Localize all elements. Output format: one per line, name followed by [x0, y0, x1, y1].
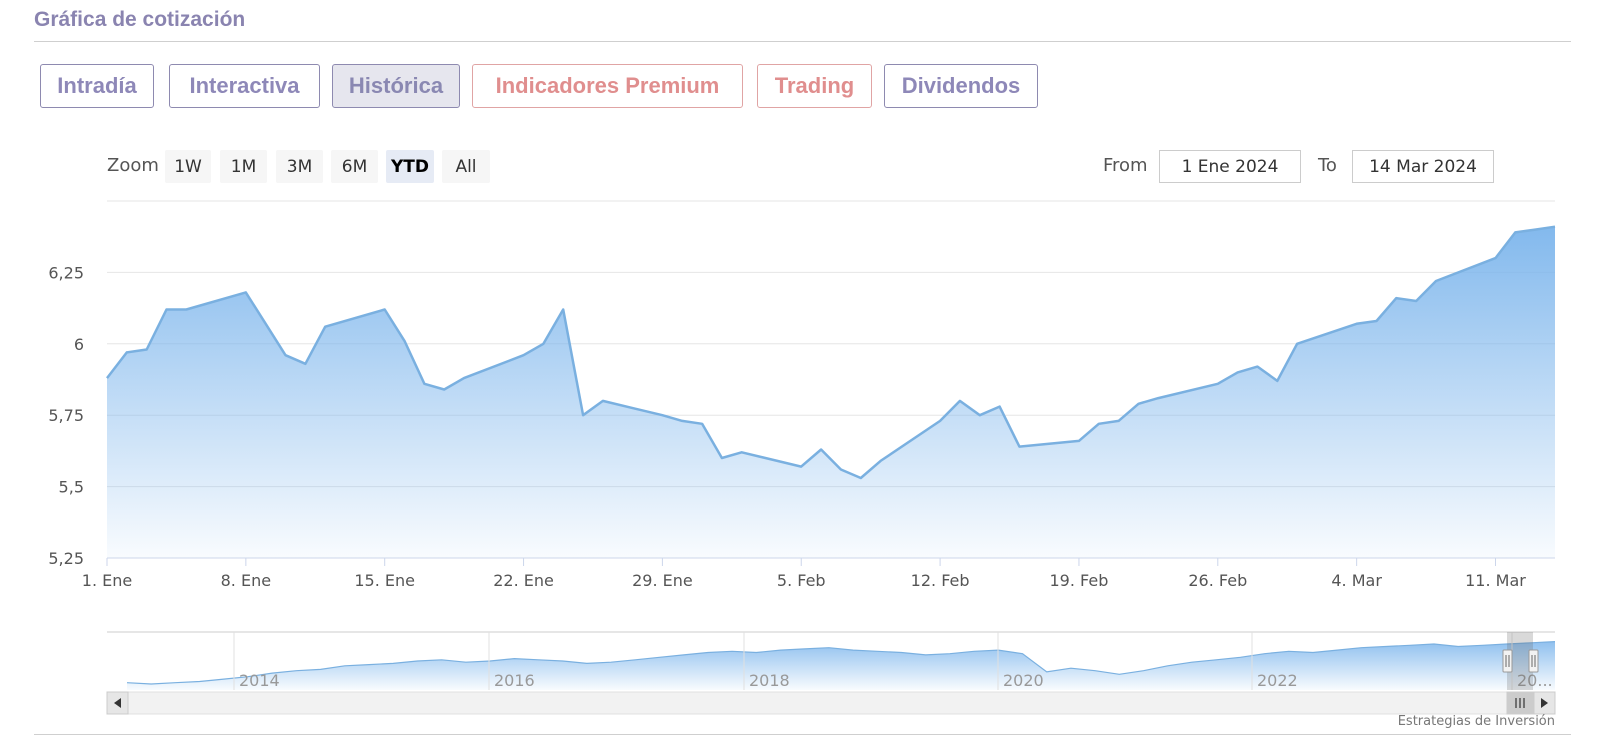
y-tick-label: 6: [74, 335, 84, 354]
page-title: Gráfica de cotización: [34, 8, 246, 31]
navigator-handle-left[interactable]: [1502, 649, 1513, 673]
navigator-area: [127, 641, 1555, 690]
x-tick-label: 11. Mar: [1465, 571, 1526, 590]
navigator-handle-right[interactable]: [1528, 649, 1539, 673]
x-tick-label: 22. Ene: [493, 571, 554, 590]
navigator-tick-label: 2022: [1257, 671, 1298, 690]
chart-credit[interactable]: Estrategias de Inversión: [1397, 714, 1555, 729]
x-tick-label: 29. Ene: [632, 571, 693, 590]
zoom-1w-button[interactable]: 1W: [165, 150, 211, 183]
x-tick-label: 5. Feb: [777, 571, 826, 590]
scrollbar-track[interactable]: [106, 691, 1556, 715]
range-to-label: To: [1318, 155, 1337, 176]
navigator-tick-label: 2016: [494, 671, 535, 690]
navigator: 2014 2016 2018 2020 2022 20...: [106, 631, 1556, 715]
navigator-tick-label: 2014: [239, 671, 280, 690]
y-axis: 5,25 5,5 5,75 6 6,25: [48, 263, 1555, 568]
bottom-divider: [34, 734, 1571, 735]
zoom-all-button[interactable]: All: [442, 150, 490, 183]
triangle-left-icon: [114, 698, 121, 708]
range-to-input[interactable]: 14 Mar 2024: [1352, 150, 1494, 183]
y-tick-label: 5,25: [48, 549, 84, 568]
x-tick-label: 4. Mar: [1331, 571, 1382, 590]
y-tick-label: 5,5: [59, 478, 84, 497]
zoom-3m-button[interactable]: 3M: [276, 150, 323, 183]
zoom-1m-button[interactable]: 1M: [220, 150, 267, 183]
tab-interactiva[interactable]: Interactiva: [169, 64, 320, 108]
x-tick-label: 1. Ene: [82, 571, 132, 590]
series-line: [106, 225, 1556, 480]
zoom-6m-button[interactable]: 6M: [331, 150, 378, 183]
range-from-input[interactable]: 1 Ene 2024: [1159, 150, 1301, 183]
triangle-right-icon: [1541, 698, 1548, 708]
chart-series: [106, 225, 1556, 558]
x-axis: 1. Ene 8. Ene 15. Ene 22. Ene 29. Ene 5. Feb 1…: [82, 558, 1526, 590]
tab-indicadores-premium[interactable]: Indicadores Premium: [472, 64, 743, 108]
x-tick-label: 19. Feb: [1050, 571, 1109, 590]
y-tick-label: 6,25: [48, 263, 84, 282]
x-tick-label: 26. Feb: [1188, 571, 1247, 590]
navigator-tick-label: 20...: [1517, 671, 1553, 690]
tab-dividendos[interactable]: Dividendos: [884, 64, 1038, 108]
y-tick-label: 5,75: [48, 406, 84, 425]
x-tick-label: 8. Ene: [221, 571, 271, 590]
range-from-label: From: [1103, 155, 1148, 176]
x-tick-label: 12. Feb: [911, 571, 970, 590]
tab-trading[interactable]: Trading: [757, 64, 872, 108]
navigator-tick-label: 2018: [749, 671, 790, 690]
title-divider: [34, 41, 1571, 42]
tab-intradia[interactable]: Intradía: [40, 64, 154, 108]
zoom-ytd-button[interactable]: YTD: [386, 150, 434, 183]
zoom-label: Zoom: [107, 155, 159, 176]
series-area: [107, 226, 1555, 558]
navigator-line: [126, 641, 1556, 685]
x-tick-label: 15. Ene: [354, 571, 415, 590]
tab-historica[interactable]: Histórica: [332, 64, 460, 108]
navigator-tick-label: 2020: [1003, 671, 1044, 690]
